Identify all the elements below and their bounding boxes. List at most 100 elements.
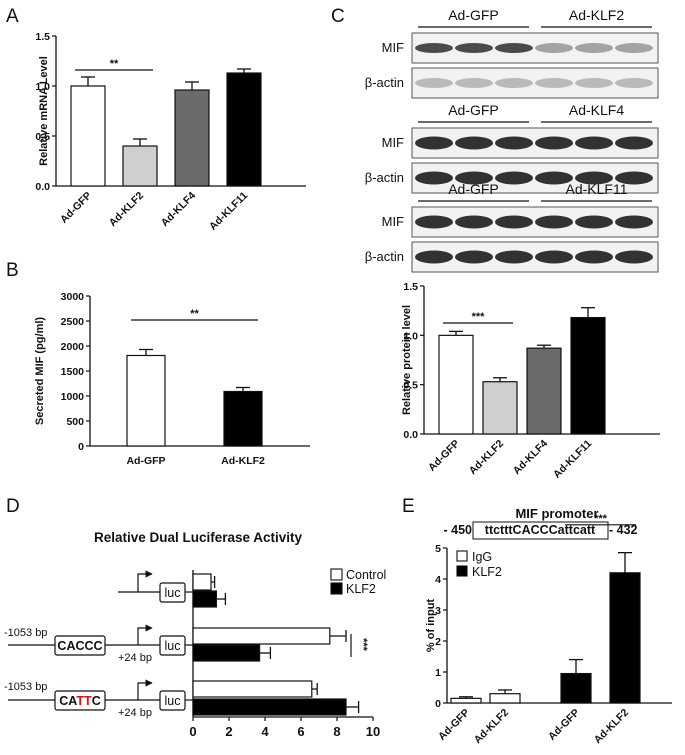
construct-end: +24 bp (118, 707, 152, 719)
significance-label: ** (190, 308, 199, 320)
bar (122, 145, 158, 187)
x-tick-label: Ad-KLF2 (592, 707, 632, 747)
y-tick-label: 3 (435, 605, 441, 617)
y-tick-label: 1.0 (35, 81, 50, 93)
significance-label: *** (472, 311, 486, 323)
x-tick-label: Ad-KLF4 (159, 190, 199, 230)
x-tick-label: 0 (189, 724, 196, 739)
lane-group-label: Ad-KLF4 (569, 102, 624, 118)
x-tick-label: Ad-KLF2 (221, 455, 265, 467)
mutant-box (54, 690, 106, 711)
blot-band (415, 136, 453, 150)
blot-band (575, 43, 613, 53)
bar (226, 72, 262, 187)
legend-label: Control (346, 568, 386, 582)
blot-band (615, 78, 653, 88)
tss-arrow (137, 679, 153, 700)
blot-band (495, 43, 533, 53)
y-tick-label: 0 (78, 441, 84, 453)
bar (192, 627, 331, 645)
bar (192, 573, 212, 591)
y-tick-label: 1.0 (403, 330, 418, 342)
x-tick-label: 4 (261, 724, 269, 739)
legend-swatch (456, 565, 468, 577)
lane-group-label: Ad-GFP (448, 7, 499, 23)
blot-band (575, 215, 613, 229)
y-tick-label: 0.5 (403, 380, 418, 392)
significance-label: *** (357, 638, 369, 652)
caccc-label: CACCC (57, 639, 102, 653)
bar (174, 89, 210, 187)
blot-band (455, 78, 493, 88)
blot-band (575, 136, 613, 150)
mutant-label: CATTC (59, 694, 100, 708)
y-tick-label: 2 (435, 636, 441, 648)
blot-band (495, 215, 533, 229)
y-tick-label: 4 (435, 574, 441, 586)
chart-d: Relative Dual Luciferase Activity 0 2 4 6 8 10… (94, 530, 386, 739)
bar (70, 85, 106, 187)
x-tick-label: 6 (297, 724, 304, 739)
blot-band (455, 43, 493, 53)
blot-group: Ad-GFP Ad-KLF2 MIF β-actin (365, 7, 659, 99)
promoter-seq: ttctttCACCCattcatt (485, 523, 596, 537)
bar (450, 697, 482, 704)
blot-row-label: MIF (382, 40, 404, 55)
panel-label-b: B (6, 260, 19, 281)
bar (609, 572, 641, 704)
bar (526, 347, 562, 435)
legend-swatch (330, 582, 343, 595)
promoter-end: - 432 (609, 523, 638, 537)
y-axis-label: Relative protein level (401, 305, 413, 415)
blot-band (535, 136, 573, 150)
blot-band (495, 136, 533, 150)
chart-c: 0.0 0.5 1.0 1.5 Relative protein level Ad-GFP… (401, 281, 660, 481)
mutant-pre: CA (59, 694, 77, 708)
x-tick-label: 10 (366, 724, 380, 739)
y-tick-label: 1.5 (403, 281, 418, 293)
blot-band (495, 250, 533, 264)
bar (570, 316, 606, 435)
y-tick-label: 0.0 (35, 181, 50, 193)
panel-label-c: C (331, 6, 345, 27)
blot-row-label: MIF (382, 135, 404, 150)
x-tick-label: Ad-KLF2 (472, 707, 512, 747)
y-tick-label: 1500 (61, 366, 85, 378)
chart-b: 0 500 1000 1500 2000 2500 3000 Secreted MIF (pg… (34, 291, 310, 467)
y-tick-label: 5 (435, 543, 441, 555)
western-blots: Ad-GFP Ad-KLF2 MIF β-actin Ad-GFP Ad-KLF4 MIF β… (365, 7, 659, 273)
lane-group-label: Ad-KLF2 (569, 7, 624, 23)
chart-a: 0.0 0.5 1.0 1.5 Relative mRNA Level Ad-GFP Ad-… (35, 31, 306, 233)
x-tick-label: Ad-KLF11 (207, 190, 250, 233)
blot-band (455, 136, 493, 150)
y-tick-label: 2000 (61, 341, 85, 353)
blot-group: Ad-GFP Ad-KLF11 MIF β-actin (365, 181, 659, 273)
blot-strip (411, 67, 659, 99)
y-tick-label: 2500 (61, 316, 85, 328)
blot-band (615, 171, 653, 185)
blot-group: Ad-GFP Ad-KLF4 MIF β-actin (365, 102, 659, 194)
construct-end: +24 bp (118, 652, 152, 664)
blot-band (455, 250, 493, 264)
y-axis-label: Secreted MIF (pg/ml) (34, 317, 46, 426)
panel-label-e: E (402, 496, 415, 517)
blot-band (535, 43, 573, 53)
blot-band (575, 78, 613, 88)
lane-group-label: Ad-KLF11 (566, 181, 628, 197)
caccc-box (54, 635, 106, 656)
blot-band (455, 215, 493, 229)
legend-label: IgG (472, 550, 492, 564)
blot-band (615, 215, 653, 229)
blot-row-label: β-actin (365, 75, 404, 90)
bar (192, 680, 313, 698)
x-tick-label: Ad-KLF11 (551, 438, 594, 481)
blot-band (535, 78, 573, 88)
bar (438, 334, 474, 435)
blot-band (415, 78, 453, 88)
lane-group-label: Ad-GFP (448, 102, 499, 118)
x-tick-label: 8 (333, 724, 340, 739)
x-tick-label: Ad-GFP (58, 190, 94, 226)
significance-label: *** (594, 513, 608, 525)
